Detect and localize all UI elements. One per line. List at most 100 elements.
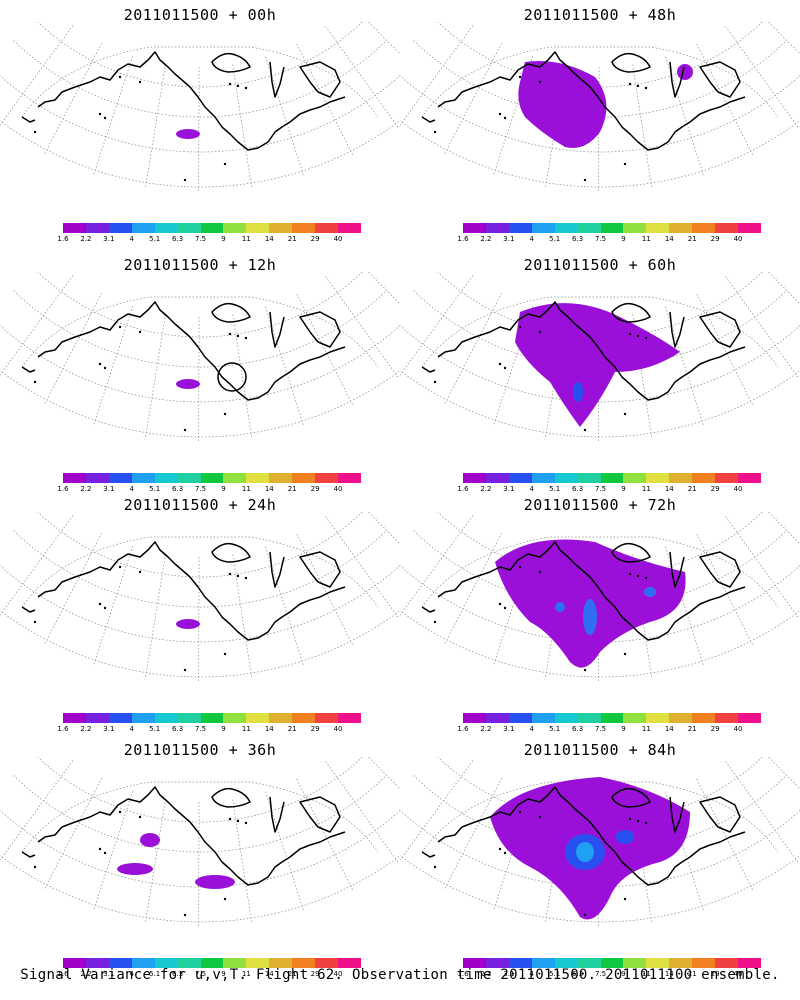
colorbar-swatch: [131, 958, 155, 968]
colorbar-tick-label: 6.3: [572, 725, 584, 733]
colorbar-swatch: [554, 473, 578, 483]
variance-field: [176, 129, 200, 139]
colorbar-swatch: [577, 473, 601, 483]
colorbar-swatch: [269, 473, 293, 483]
colorbar-swatch: [108, 473, 132, 483]
colorbar-tick-label: 21: [687, 485, 697, 493]
colorbar-tick-label: 14: [664, 235, 674, 243]
colorbar-tick-label: 9: [621, 485, 626, 493]
polar-map: [0, 512, 400, 682]
colorbar-swatch: [246, 713, 270, 723]
colorbar-swatch: [131, 223, 155, 233]
coastline: [21, 51, 346, 151]
polar-map: [0, 22, 400, 192]
colorbar-swatch: [738, 223, 761, 233]
map-panel: 2011011500 + 60h 1.6 2.2 3.1 4 5.1 6.3 7.5 9 11 14…: [400, 250, 800, 498]
colorbar-tick-label: 29: [710, 485, 720, 493]
colorbar-swatch: [669, 713, 693, 723]
colorbar-swatch: [200, 473, 224, 483]
colorbar-tick-label: 11: [241, 970, 251, 978]
colorbar: [463, 223, 761, 233]
colorbar-swatch: [600, 473, 624, 483]
colorbar-tick-label: 21: [287, 970, 297, 978]
colorbar-swatch: [531, 958, 555, 968]
colorbar-tick-label: 2.2: [480, 485, 492, 493]
panel-title: 2011011500 + 60h: [523, 256, 677, 274]
colorbar-tick-label: 7.5: [194, 485, 207, 493]
colorbar-swatch: [108, 223, 132, 233]
colorbar-tick-label: 11: [241, 485, 251, 493]
colorbar-tick-label: 2.2: [80, 485, 92, 493]
colorbar-swatch: [269, 223, 293, 233]
colorbar: [463, 713, 761, 723]
colorbar-swatch: [600, 713, 624, 723]
colorbar-tick-label: 3.1: [503, 235, 515, 243]
colorbar-tick-label: 7.5: [194, 235, 207, 243]
variance-field: [176, 379, 200, 389]
panel-title: 2011011500 + 72h: [523, 496, 677, 514]
figure-caption: Signal Variance for u,v,T. Flight 62. Ob…: [20, 967, 780, 983]
graticule: [0, 757, 400, 927]
colorbar-tick-label: 6.3: [172, 725, 184, 733]
colorbar-swatch: [154, 713, 178, 723]
colorbar-swatch: [463, 223, 486, 233]
variance-field: [518, 61, 693, 148]
colorbar-swatch: [577, 958, 601, 968]
coastline: [421, 786, 746, 886]
colorbar-swatch: [292, 473, 316, 483]
colorbar-swatch: [692, 223, 716, 233]
colorbar-tick-label: 21: [287, 725, 297, 733]
colorbar-tick-label: 3.1: [103, 970, 115, 978]
colorbar-swatch: [246, 223, 270, 233]
colorbar-swatch: [63, 473, 86, 483]
colorbar-tick-label: 14: [264, 235, 274, 243]
colorbar-tick-label: 6.3: [172, 485, 184, 493]
colorbar-swatch: [508, 958, 532, 968]
colorbar-swatch: [715, 958, 739, 968]
colorbar-tick-label: 5.1: [549, 485, 561, 493]
colorbar-tick-label: 1.6: [457, 970, 469, 978]
colorbar-swatch: [554, 223, 578, 233]
colorbar-swatch: [485, 713, 509, 723]
colorbar-tick-label: 6.3: [572, 235, 584, 243]
panel-title: 2011011500 + 48h: [523, 6, 677, 24]
colorbar-swatch: [246, 473, 270, 483]
polar-map: [400, 512, 800, 682]
colorbar: [63, 473, 361, 483]
colorbar-tick-label: 4: [529, 235, 534, 243]
colorbar-swatch: [338, 958, 361, 968]
colorbar-swatch: [154, 473, 178, 483]
graticule: [0, 272, 400, 442]
variance-field: [117, 833, 235, 889]
colorbar-swatch: [85, 473, 109, 483]
colorbar-swatch: [338, 713, 361, 723]
colorbar-swatch: [669, 223, 693, 233]
colorbar-tick-label: 5.1: [549, 725, 561, 733]
colorbar-tick-label: 14: [664, 485, 674, 493]
colorbar-swatch: [85, 958, 109, 968]
colorbar-tick-label: 40: [733, 485, 743, 493]
colorbar-swatch: [85, 223, 109, 233]
colorbar-tick-label: 3.1: [103, 725, 115, 733]
colorbar-swatch: [715, 713, 739, 723]
colorbar-tick-label: 21: [287, 485, 297, 493]
colorbar-tick-label: 7.5: [594, 970, 607, 978]
colorbar-swatch: [577, 223, 601, 233]
coastline: [21, 786, 346, 886]
colorbar-tick-label: 5.1: [149, 485, 161, 493]
colorbar-swatch: [738, 713, 761, 723]
colorbar-labels: 1.6 2.2 3.1 4 5.1 6.3 7.5 9 11 14 21 29 40: [57, 725, 361, 735]
colorbar-tick-label: 29: [710, 970, 720, 978]
polar-map: [0, 757, 400, 927]
colorbar-swatch: [577, 713, 601, 723]
colorbar-swatch: [531, 223, 555, 233]
colorbar-tick-label: 1.6: [457, 235, 469, 243]
colorbar-labels: 1.6 2.2 3.1 4 5.1 6.3 7.5 9 11 14 21 29 40: [457, 970, 761, 980]
colorbar-tick-label: 9: [221, 485, 226, 493]
observation-circle: [217, 362, 247, 392]
colorbar-tick-label: 21: [687, 725, 697, 733]
polar-map: [0, 272, 400, 442]
colorbar-swatch: [715, 223, 739, 233]
map-panel: 2011011500 + 00h 1.6 2.2 3.1 4 5.1 6.3 7.5 9 11 14…: [0, 0, 400, 248]
colorbar-swatch: [600, 223, 624, 233]
